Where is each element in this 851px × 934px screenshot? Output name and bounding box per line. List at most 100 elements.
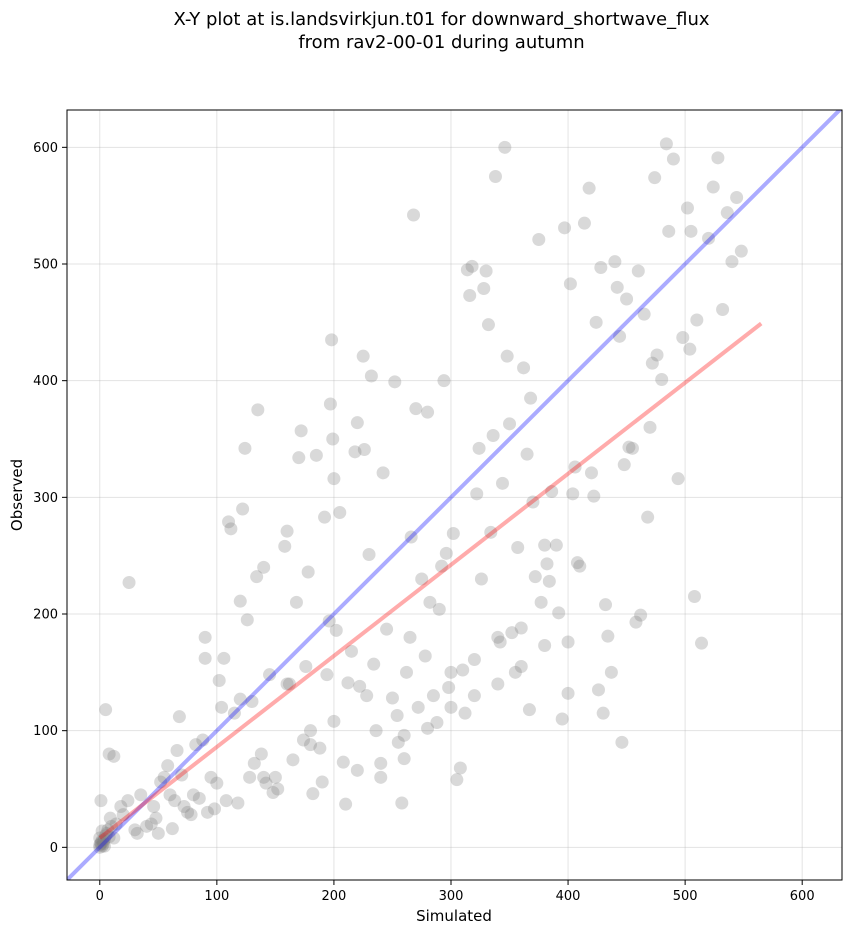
data-point [350, 416, 364, 430]
data-point [641, 510, 655, 524]
scatter-points [93, 137, 748, 854]
data-point [495, 476, 509, 490]
data-point [315, 775, 329, 789]
data-point [101, 823, 115, 837]
data-point [552, 606, 566, 620]
data-point [570, 556, 584, 570]
y-tick-label: 300 [33, 491, 58, 506]
data-point [318, 510, 332, 524]
data-point [161, 759, 175, 773]
data-point [555, 712, 569, 726]
data-point [227, 706, 241, 720]
data-point [210, 776, 224, 790]
data-point [549, 538, 563, 552]
data-point [545, 485, 559, 498]
data-point [508, 665, 522, 679]
data-point [184, 808, 198, 822]
data-point [591, 683, 605, 697]
data-point [453, 761, 467, 775]
data-point [520, 447, 534, 461]
data-point [93, 840, 107, 854]
plot-frame [66, 109, 843, 881]
data-point [690, 313, 704, 327]
data-point [725, 255, 739, 269]
data-point [615, 735, 629, 749]
data-point [296, 733, 310, 747]
data-point [450, 773, 464, 787]
data-point [134, 788, 148, 802]
data-point [577, 216, 591, 230]
data-point [154, 775, 168, 789]
data-point [93, 831, 107, 845]
data-point [404, 530, 418, 544]
data-point [266, 786, 280, 799]
data-point [594, 261, 608, 274]
y-tick-label: 0 [50, 841, 58, 856]
data-point [380, 622, 394, 636]
data-point [168, 794, 182, 808]
data-point [430, 716, 444, 729]
data-point [680, 201, 694, 215]
data-point [435, 559, 449, 573]
data-point [534, 595, 548, 609]
data-point [329, 623, 343, 637]
data-point [613, 329, 627, 343]
data-point [327, 472, 341, 486]
data-point [282, 677, 296, 691]
x-tick-label: 100 [204, 889, 229, 904]
data-point [362, 548, 376, 561]
data-point [587, 489, 601, 503]
data-point [608, 255, 622, 269]
data-point [568, 460, 582, 474]
data-point [538, 639, 552, 652]
data-point [116, 808, 130, 822]
data-point [278, 539, 292, 553]
data-point [144, 817, 158, 831]
data-point [730, 191, 744, 204]
chart-title-line-2: from rav2-00-01 during autumn [298, 32, 585, 53]
data-point [403, 630, 417, 644]
data-point [114, 800, 128, 813]
data-point [584, 466, 598, 480]
data-point [542, 574, 556, 588]
data-point [198, 630, 212, 644]
x-axis-label: Simulated [416, 907, 492, 925]
data-point [415, 572, 429, 586]
data-point [659, 137, 673, 151]
data-point [650, 348, 664, 362]
data-point [522, 703, 536, 717]
data-point [573, 559, 587, 573]
data-point [439, 546, 453, 560]
data-point [467, 689, 481, 703]
data-point [655, 373, 669, 386]
data-point [94, 837, 108, 851]
data-point [514, 660, 528, 673]
data-point [96, 835, 110, 848]
data-point [175, 768, 189, 782]
data-point [631, 264, 645, 278]
data-point [418, 649, 432, 663]
data-point [622, 440, 636, 454]
data-point [411, 700, 425, 714]
data-point [364, 369, 378, 383]
data-point [99, 703, 113, 717]
data-point [356, 349, 370, 363]
data-point [94, 794, 108, 808]
data-point [245, 695, 259, 708]
data-point [385, 691, 399, 705]
x-tick-label: 0 [96, 889, 104, 904]
data-point [470, 487, 484, 501]
data-point [309, 448, 323, 462]
data-point [634, 608, 648, 622]
data-point [532, 233, 546, 246]
data-point [336, 755, 350, 769]
data-point [96, 837, 110, 851]
data-point [376, 466, 390, 480]
chart-title: X-Y plot at is.landsvirkjun.t01 for down… [0, 8, 851, 54]
data-point [95, 839, 109, 853]
data-point [526, 495, 540, 509]
data-point [671, 472, 685, 486]
data-point [149, 811, 163, 825]
data-point [104, 819, 118, 833]
